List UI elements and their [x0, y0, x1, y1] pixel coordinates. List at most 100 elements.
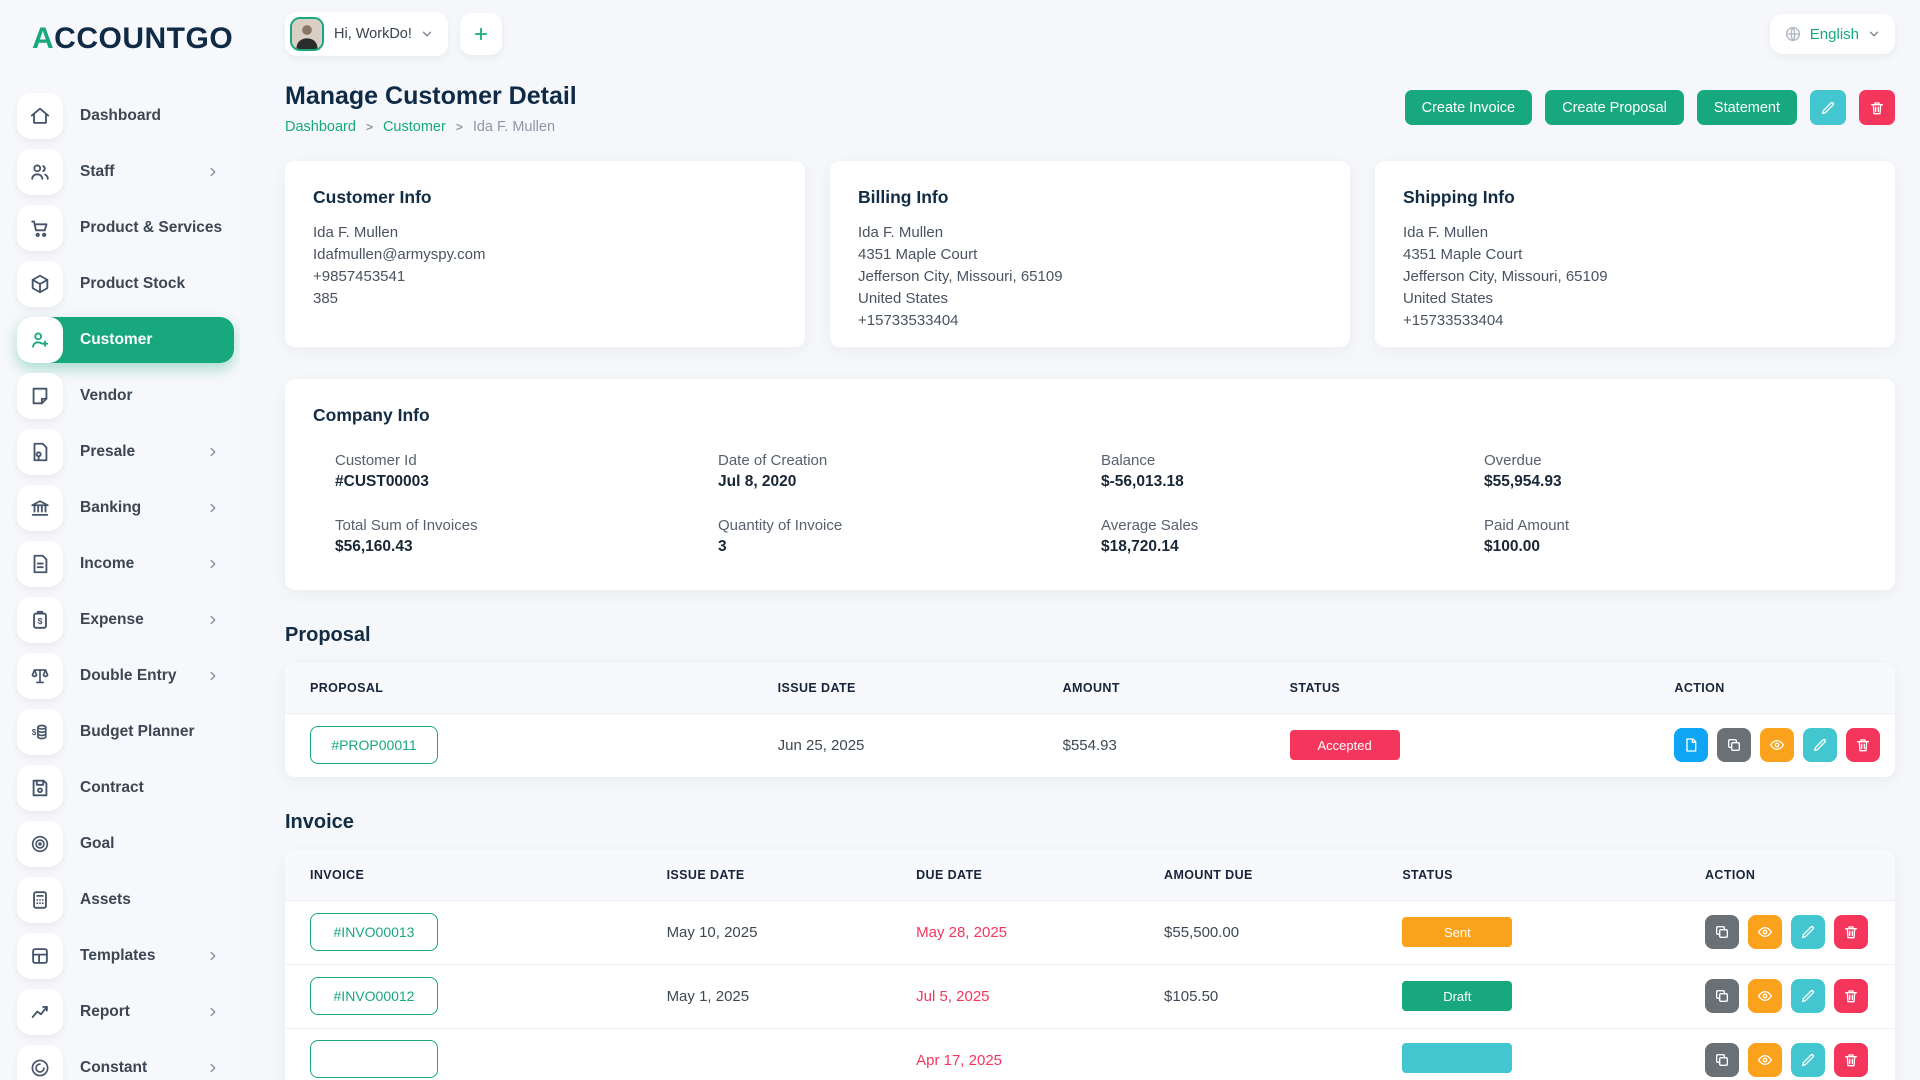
sidebar-item-presale[interactable]: Presale [17, 429, 234, 475]
avatar [290, 17, 324, 51]
delete-button[interactable] [1833, 1043, 1868, 1078]
trash-icon [1871, 101, 1883, 114]
edit-button[interactable] [1790, 1043, 1825, 1078]
sidebar-item-label: Product Stock [80, 275, 186, 292]
sidebar-item-banking[interactable]: Banking [17, 485, 234, 531]
copy-link-button[interactable] [1704, 979, 1739, 1013]
view-button[interactable] [1760, 728, 1795, 763]
sidebar-item-goal[interactable]: Goal [17, 821, 234, 867]
sidebar-item-vendor[interactable]: Vendor [17, 373, 234, 419]
table-row: #PROP00011 Jun 25, 2025 $554.93 Accepted [285, 713, 1895, 777]
invoice-id-button[interactable]: #INVO00013 [310, 913, 438, 951]
column-header: ISSUE DATE [777, 663, 1063, 714]
sidebar-item-income[interactable]: Income [17, 541, 234, 587]
eye-icon [1757, 991, 1772, 1001]
coins-icon: $ [17, 709, 63, 755]
view-button[interactable] [1747, 979, 1782, 1013]
sidebar-item-label: Templates [80, 947, 156, 964]
sidebar-item-staff[interactable]: Staff [17, 149, 234, 195]
sidebar-item-expense[interactable]: $ Expense [17, 597, 234, 643]
brand-logo-rest: CCOUNTGO [54, 22, 234, 55]
column-header: ACTION [1674, 663, 1895, 714]
main-area: Hi, WorkDo! English Manage Customer Deta… [240, 0, 1920, 1080]
chevron-right-icon [206, 1061, 220, 1075]
delete-button[interactable] [1833, 979, 1868, 1013]
sidebar-item-label: Presale [80, 443, 136, 460]
proposal-id-button[interactable]: #PROP00011 [310, 726, 438, 765]
duplicate-document-button[interactable] [1674, 728, 1709, 763]
pencil-icon [1801, 925, 1815, 938]
create-proposal-button[interactable]: Create Proposal [1545, 90, 1684, 125]
page-title: Manage Customer Detail [285, 82, 577, 110]
sidebar-item-contract[interactable]: Contract [17, 765, 234, 811]
copy-link-button[interactable] [1717, 728, 1752, 763]
field-quantity-of-invoice: Quantity of Invoice 3 [718, 517, 843, 555]
copy-link-button[interactable] [1704, 1043, 1739, 1078]
sidebar-item-report[interactable]: Report [17, 989, 234, 1035]
greeting-label: Hi, WorkDo! [334, 26, 412, 42]
invoice-due-date: May 28, 2025 [916, 900, 1165, 965]
globe-icon [1784, 25, 1802, 43]
invoice-id-button[interactable] [310, 1039, 438, 1078]
breadcrumb-link-dashboard[interactable]: Dashboard [285, 119, 356, 135]
invoice-table: INVOICE ISSUE DATE DUE DATE AMOUNT DUE S… [285, 850, 1895, 1080]
card-title: Shipping Info [1403, 187, 1515, 207]
invoice-due-date: Apr 17, 2025 [916, 1051, 1003, 1069]
delete-button[interactable] [1833, 915, 1868, 949]
sidebar-item-assets[interactable]: Assets [17, 877, 234, 923]
edit-customer-button[interactable] [1810, 90, 1846, 125]
billing-city: Jefferson City, Missouri, 65109 [858, 268, 1063, 285]
language-label: English [1809, 25, 1859, 43]
view-button[interactable] [1747, 1043, 1782, 1078]
edit-button[interactable] [1790, 979, 1825, 1013]
language-selector[interactable]: English [1769, 14, 1895, 54]
brand-logo[interactable]: ACCOUNTGO [0, 22, 240, 56]
edit-button[interactable] [1803, 728, 1838, 763]
delete-button[interactable] [1846, 728, 1881, 763]
create-invoice-button[interactable]: Create Invoice [1404, 90, 1533, 125]
sidebar-item-templates[interactable]: Templates [17, 933, 234, 979]
invoice-due-date: Jul 5, 2025 [916, 964, 1165, 1029]
add-button[interactable] [459, 13, 502, 55]
sidebar-item-label: Banking [80, 499, 142, 516]
sidebar-item-product-stock[interactable]: Product Stock [17, 261, 234, 307]
breadcrumb-link-customer[interactable]: Customer [382, 119, 446, 135]
status-badge: Sent [1402, 917, 1513, 947]
sidebar-item-dashboard[interactable]: Dashboard [17, 93, 234, 139]
copy-link-button[interactable] [1704, 915, 1739, 949]
column-header: AMOUNT DUE [1164, 850, 1403, 901]
copy-icon [1728, 739, 1741, 752]
sidebar-item-customer[interactable]: Customer [17, 317, 234, 363]
pencil-icon [1814, 739, 1827, 752]
invoice-id-button[interactable]: #INVO00012 [310, 977, 438, 1015]
chevron-right-icon [206, 165, 220, 179]
invoice-amount-due: $105.50 [1164, 964, 1403, 1029]
trash-icon [1857, 739, 1870, 752]
bank-icon [17, 485, 63, 531]
sidebar-item-constant[interactable]: Constant [17, 1045, 234, 1080]
sidebar-item-double-entry[interactable]: Double Entry [17, 653, 234, 699]
field-overdue: Overdue $55,954.93 [1484, 452, 1562, 490]
sidebar-item-product-services[interactable]: Product & Services [17, 205, 234, 251]
file-icon [1686, 738, 1697, 752]
header-actions: Create Invoice Create Proposal Statement [1404, 90, 1895, 125]
user-menu[interactable]: Hi, WorkDo! [285, 12, 448, 56]
column-header: DUE DATE [916, 850, 1165, 901]
eye-icon [1770, 740, 1785, 751]
eye-icon [1757, 1055, 1772, 1066]
status-badge [1402, 1043, 1513, 1074]
statement-button[interactable]: Statement [1696, 90, 1797, 125]
status-badge: Accepted [1289, 730, 1400, 761]
topbar: Hi, WorkDo! English [285, 0, 1895, 68]
column-header: ISSUE DATE [666, 850, 917, 901]
sidebar-item-budget-planner[interactable]: $ Budget Planner [17, 709, 234, 755]
chevron-right-icon [206, 557, 220, 571]
card-title: Billing Info [858, 187, 949, 207]
delete-customer-button[interactable] [1859, 90, 1895, 125]
note-icon [17, 373, 63, 419]
file-text-icon [17, 541, 63, 587]
company-info-grid: Customer Id #CUST00003 Date of Creation Ju… [313, 452, 1867, 556]
edit-button[interactable] [1790, 915, 1825, 949]
view-button[interactable] [1747, 915, 1782, 949]
shopping-cart-icon [17, 205, 63, 251]
